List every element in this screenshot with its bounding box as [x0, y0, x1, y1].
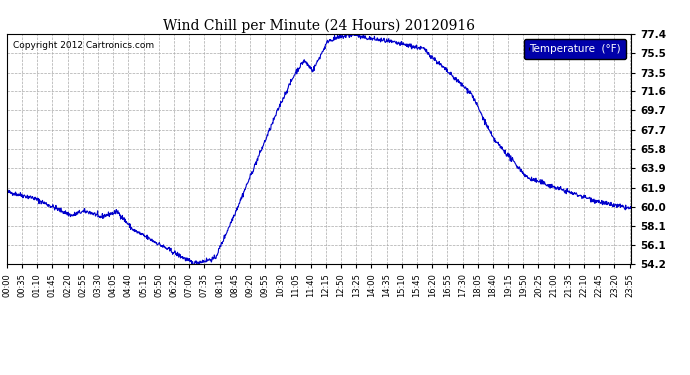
- Title: Wind Chill per Minute (24 Hours) 20120916: Wind Chill per Minute (24 Hours) 2012091…: [163, 18, 475, 33]
- Text: Copyright 2012 Cartronics.com: Copyright 2012 Cartronics.com: [13, 40, 155, 50]
- Legend: Temperature  (°F): Temperature (°F): [524, 39, 626, 59]
